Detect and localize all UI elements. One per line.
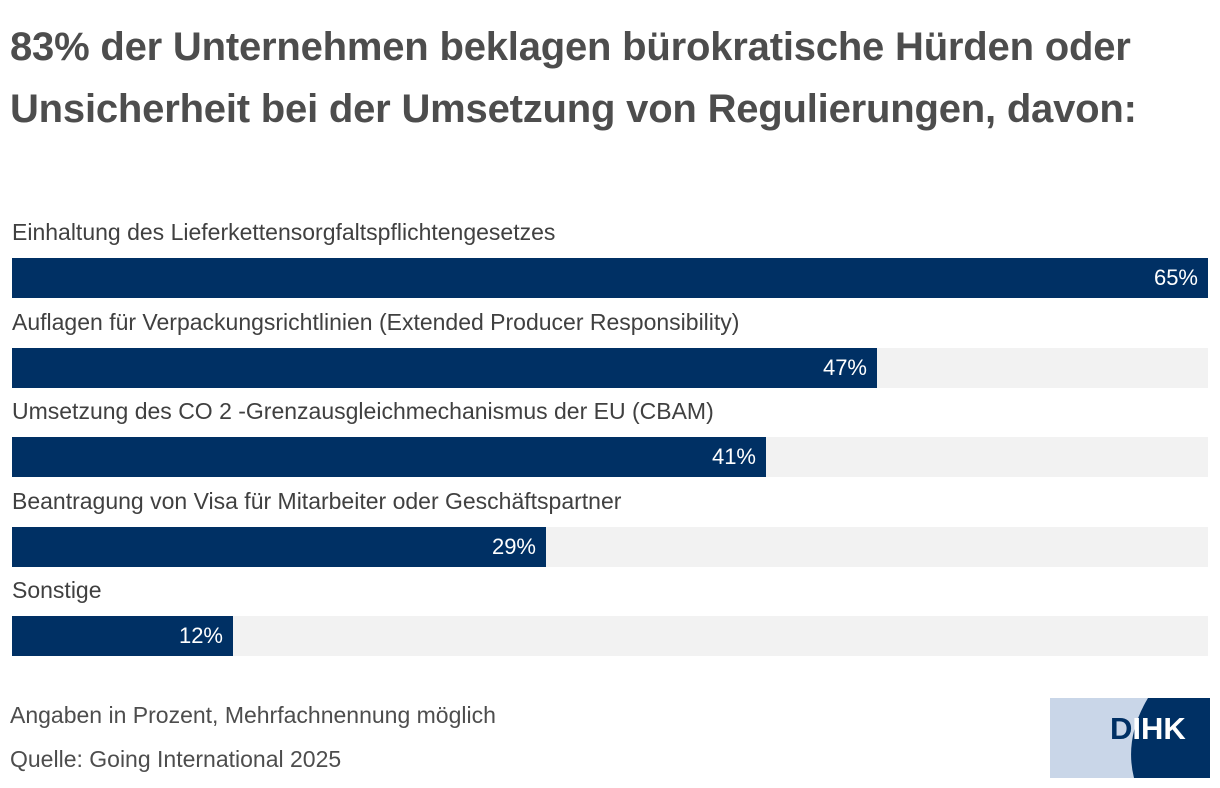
bar-track: 41% xyxy=(12,437,1208,477)
bar-row: Sonstige 12% xyxy=(12,570,1208,660)
footnote: Angaben in Prozent, Mehrfachnennung mögl… xyxy=(10,702,496,728)
bar-track: 47% xyxy=(12,347,1208,388)
bar-track: 12% xyxy=(12,616,1208,656)
bar: 12% xyxy=(12,616,233,656)
bar: 29% xyxy=(12,526,546,567)
data-label: 41% xyxy=(711,444,756,469)
category-label: Umsetzung des CO 2 -Grenzausgleichmechan… xyxy=(12,398,714,424)
data-label: 65% xyxy=(1153,265,1198,290)
bar-row: Auflagen für Verpackungsrichtlinien (Ext… xyxy=(12,302,1208,392)
source-note: Quelle: Going International 2025 xyxy=(10,746,342,772)
bar: 65% xyxy=(12,258,1208,298)
chart-title: 83% der Unternehmen beklagen bürokratisc… xyxy=(10,25,1137,131)
dihk-logo: DIHK xyxy=(1050,698,1210,778)
category-label: Einhaltung des Lieferkettensorgfaltspfli… xyxy=(12,219,556,245)
category-label: Beantragung von Visa für Mitarbeiter ode… xyxy=(12,487,622,514)
bar: 47% xyxy=(12,347,877,388)
dihk-logo-graphic: DIHK xyxy=(1050,698,1210,778)
bar: 41% xyxy=(12,437,766,477)
bar-row: Beantragung von Visa für Mitarbeiter ode… xyxy=(12,481,1208,571)
data-label: 29% xyxy=(491,533,536,559)
category-label: Auflagen für Verpackungsrichtlinien (Ext… xyxy=(12,308,740,335)
bar-row: Einhaltung des Lieferkettensorgfaltspfli… xyxy=(12,212,1208,302)
category-label: Sonstige xyxy=(12,577,102,603)
data-label: 12% xyxy=(178,623,223,648)
bar-chart: Einhaltung des Lieferkettensorgfaltspfli… xyxy=(12,212,1208,672)
bar-track: 65% xyxy=(12,258,1208,298)
bar-row: Umsetzung des CO 2 -Grenzausgleichmechan… xyxy=(12,391,1208,481)
data-label: 47% xyxy=(822,354,867,380)
dihk-logo-text: DIHK xyxy=(1110,711,1186,746)
bar-track: 29% xyxy=(12,526,1208,567)
